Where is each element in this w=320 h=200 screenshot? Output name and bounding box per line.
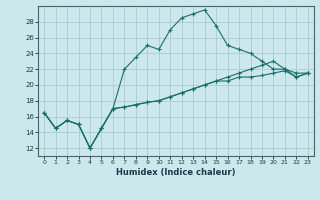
X-axis label: Humidex (Indice chaleur): Humidex (Indice chaleur) <box>116 168 236 177</box>
